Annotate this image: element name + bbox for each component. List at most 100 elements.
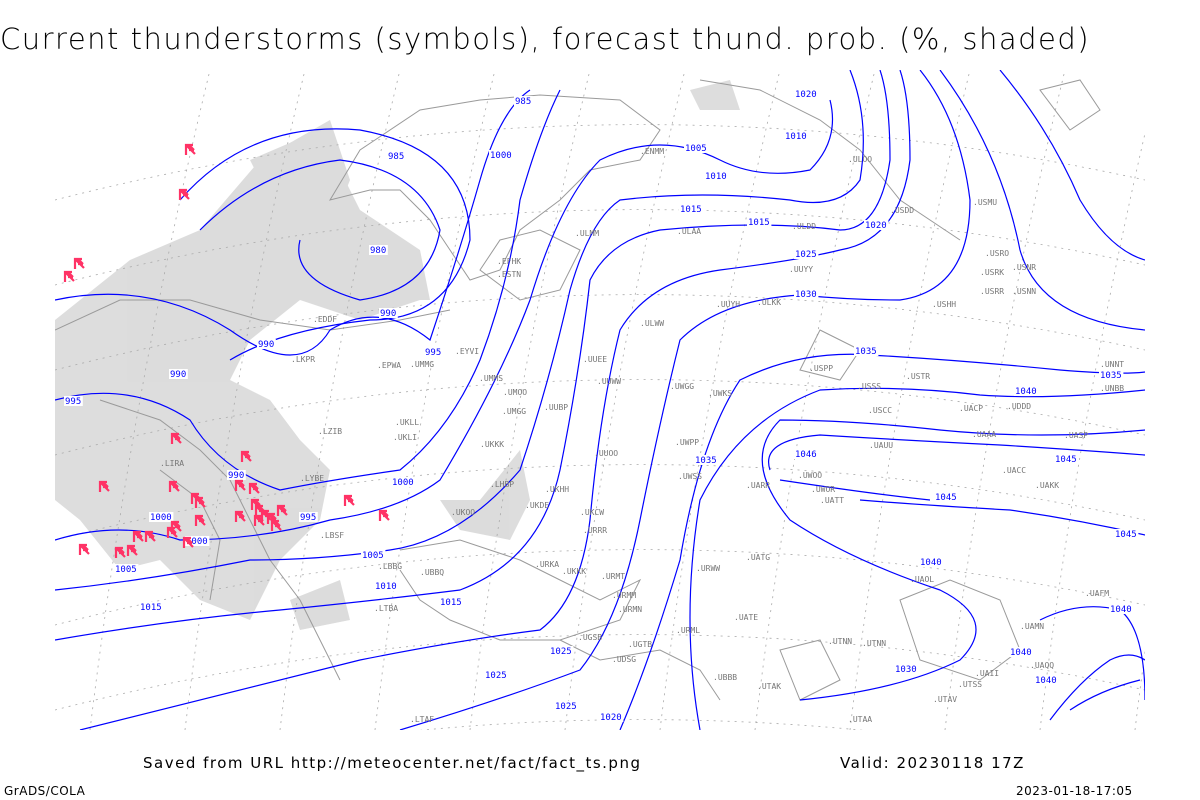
station-label: .URML bbox=[676, 626, 700, 635]
station-label: .LBBG bbox=[378, 562, 402, 571]
isobar-label: 1040 bbox=[1034, 675, 1059, 686]
isobar-label: 1020 bbox=[864, 220, 889, 231]
station-label: .UWOR bbox=[811, 485, 835, 494]
isobar-label: 990 bbox=[379, 308, 398, 319]
station-label-text: .EYVI bbox=[455, 347, 479, 356]
station-label: .UMOO bbox=[503, 388, 527, 397]
station-label: .UKDE bbox=[525, 501, 549, 510]
station-label-text: .UMOO bbox=[503, 388, 527, 397]
station-label: .UWGG bbox=[670, 382, 694, 391]
station-label-text: .USRK bbox=[980, 268, 1004, 277]
isobar-label: 1045 bbox=[934, 492, 959, 503]
station-label-text: .USNR bbox=[1012, 263, 1036, 272]
station-label-text: .UWPP bbox=[675, 438, 699, 447]
station-label-text: .LBSF bbox=[320, 531, 344, 540]
isobar-label: 1000 bbox=[185, 536, 210, 547]
station-label: .UWSS bbox=[678, 472, 702, 481]
svg-text:1030: 1030 bbox=[895, 665, 917, 675]
isobar-line bbox=[689, 387, 1145, 730]
svg-text:1045: 1045 bbox=[935, 493, 957, 503]
station-label-text: .UATT bbox=[820, 496, 844, 505]
station-label: .UDDD bbox=[1007, 402, 1031, 411]
isobar-label: 1030 bbox=[794, 289, 819, 300]
isobar-label: 1035 bbox=[694, 455, 719, 466]
station-label-text: .USSS bbox=[857, 382, 881, 391]
station-label-text: .UACP bbox=[959, 404, 983, 413]
station-label: .UUEE bbox=[583, 355, 607, 364]
station-label: .UWOO bbox=[798, 471, 822, 480]
station-label-text: .UAQQ bbox=[1030, 661, 1054, 670]
station-label-text: .ULKK bbox=[757, 298, 781, 307]
station-label: .UBBB bbox=[713, 673, 737, 682]
svg-text:990: 990 bbox=[258, 340, 274, 350]
station-label-text: .UATE bbox=[734, 613, 758, 622]
station-label: .ESTN bbox=[497, 270, 521, 279]
station-label: .LKPR bbox=[291, 355, 315, 364]
station-label: .USPP bbox=[809, 364, 833, 373]
station-label: .LIRA bbox=[160, 459, 184, 468]
isobar-label: 1015 bbox=[139, 602, 164, 613]
svg-text:1015: 1015 bbox=[748, 218, 770, 228]
station-label-text: .USCC bbox=[868, 406, 892, 415]
station-label: .UAUU bbox=[869, 441, 893, 450]
isobar-line bbox=[761, 419, 1145, 701]
svg-text:1000: 1000 bbox=[392, 478, 414, 488]
svg-text:1040: 1040 bbox=[1010, 648, 1032, 658]
station-label: .ULAA bbox=[677, 227, 701, 236]
generated-timestamp: 2023-01-18-17:05 bbox=[1016, 784, 1133, 798]
station-label-text: .UUOO bbox=[594, 449, 618, 458]
isobar-label: 1040 bbox=[1109, 604, 1134, 615]
station-label-text: .USTR bbox=[906, 372, 930, 381]
station-label: .USHH bbox=[932, 300, 956, 309]
station-label-text: .UAOL bbox=[910, 575, 934, 584]
station-label: .USCC bbox=[868, 406, 892, 415]
isobars bbox=[55, 70, 1145, 730]
station-label: .UUBP bbox=[544, 403, 568, 412]
station-label: .USRK bbox=[980, 268, 1004, 277]
isobar-label: 990 bbox=[257, 339, 276, 350]
station-label-text: .LKPR bbox=[291, 355, 315, 364]
isobar-labels: 985 985 980 990 990 990 995 995 990 1000 1000 1000 1… bbox=[64, 89, 1139, 723]
station-label-text: .LIRA bbox=[160, 459, 184, 468]
station-label-text: .UMMS bbox=[479, 374, 503, 383]
station-label: .UTNN bbox=[828, 637, 852, 646]
station-label: .LTAF bbox=[410, 715, 434, 724]
svg-text:1020: 1020 bbox=[795, 90, 817, 100]
isobar-label: 1020 bbox=[794, 89, 819, 100]
isobar-label: 990 bbox=[227, 470, 246, 481]
station-label: .UNNT bbox=[1100, 360, 1124, 369]
station-label: .URMM bbox=[612, 591, 636, 600]
isobar-label: 995 bbox=[64, 396, 83, 407]
isobar-line bbox=[55, 70, 891, 641]
svg-text:980: 980 bbox=[370, 246, 386, 256]
station-label: .UATE bbox=[734, 613, 758, 622]
probability-area bbox=[290, 580, 350, 630]
station-label: .UWKS bbox=[708, 389, 732, 398]
station-label-text: .EFHK bbox=[497, 257, 521, 266]
svg-text:1046: 1046 bbox=[795, 450, 817, 460]
station-label: .LTBA bbox=[374, 604, 398, 613]
station-label: .USSS bbox=[857, 382, 881, 391]
isobar-label: 1025 bbox=[549, 646, 574, 657]
isobar-label: 985 bbox=[514, 96, 533, 107]
isobar-label: 1025 bbox=[554, 701, 579, 712]
station-label-text: .UTSS bbox=[958, 680, 982, 689]
isobar-label: 1025 bbox=[794, 249, 819, 260]
station-label: .UATG bbox=[746, 553, 770, 562]
station-label-text: .LBBG bbox=[378, 562, 402, 571]
station-label: .UKLI bbox=[393, 433, 417, 442]
station-label-text: .UTNN bbox=[862, 639, 886, 648]
svg-text:1005: 1005 bbox=[685, 144, 707, 154]
station-label: .UACC bbox=[1002, 466, 1026, 475]
station-label-text: .UBBQ bbox=[420, 568, 444, 577]
station-label-text: .UDSG bbox=[612, 655, 636, 664]
svg-text:1015: 1015 bbox=[680, 205, 702, 215]
station-label-text: .UATG bbox=[746, 553, 770, 562]
station-label: .ULWW bbox=[640, 319, 664, 328]
svg-text:1010: 1010 bbox=[785, 132, 807, 142]
station-label: .UMMG bbox=[410, 360, 434, 369]
station-label-text: .EPWA bbox=[377, 361, 401, 370]
thunderstorm-icon bbox=[78, 543, 91, 557]
station-label-text: .UUYH bbox=[716, 300, 740, 309]
station-label: .UDSG bbox=[612, 655, 636, 664]
